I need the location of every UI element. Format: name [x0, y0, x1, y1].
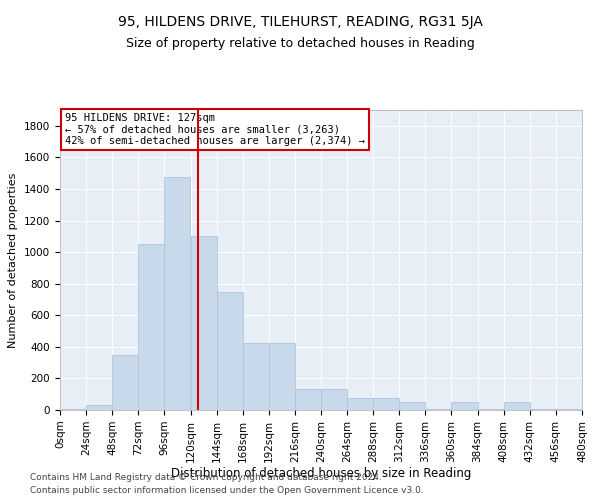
Bar: [451, 402, 478, 410]
Bar: [556, 409, 582, 410]
Bar: [164, 177, 190, 410]
Text: 95, HILDENS DRIVE, TILEHURST, READING, RG31 5JA: 95, HILDENS DRIVE, TILEHURST, READING, R…: [118, 15, 482, 29]
Text: Contains HM Land Registry data © Crown copyright and database right 2024.: Contains HM Land Registry data © Crown c…: [30, 474, 382, 482]
Bar: [530, 409, 556, 410]
Text: 95 HILDENS DRIVE: 127sqm
← 57% of detached houses are smaller (3,263)
42% of sem: 95 HILDENS DRIVE: 127sqm ← 57% of detach…: [65, 113, 365, 146]
Bar: [478, 409, 504, 410]
Bar: [504, 402, 530, 410]
Bar: [295, 390, 321, 410]
Bar: [373, 398, 400, 410]
Bar: [217, 292, 242, 410]
Bar: [60, 409, 86, 410]
X-axis label: Distribution of detached houses by size in Reading: Distribution of detached houses by size …: [171, 468, 471, 480]
Bar: [321, 390, 347, 410]
Bar: [86, 406, 112, 410]
Bar: [139, 244, 164, 410]
Text: Contains public sector information licensed under the Open Government Licence v3: Contains public sector information licen…: [30, 486, 424, 495]
Bar: [400, 402, 425, 410]
Bar: [347, 398, 373, 410]
Bar: [191, 236, 217, 410]
Bar: [112, 354, 138, 410]
Y-axis label: Number of detached properties: Number of detached properties: [8, 172, 19, 348]
Bar: [425, 409, 452, 410]
Bar: [269, 343, 295, 410]
Text: Size of property relative to detached houses in Reading: Size of property relative to detached ho…: [125, 38, 475, 51]
Bar: [242, 343, 269, 410]
